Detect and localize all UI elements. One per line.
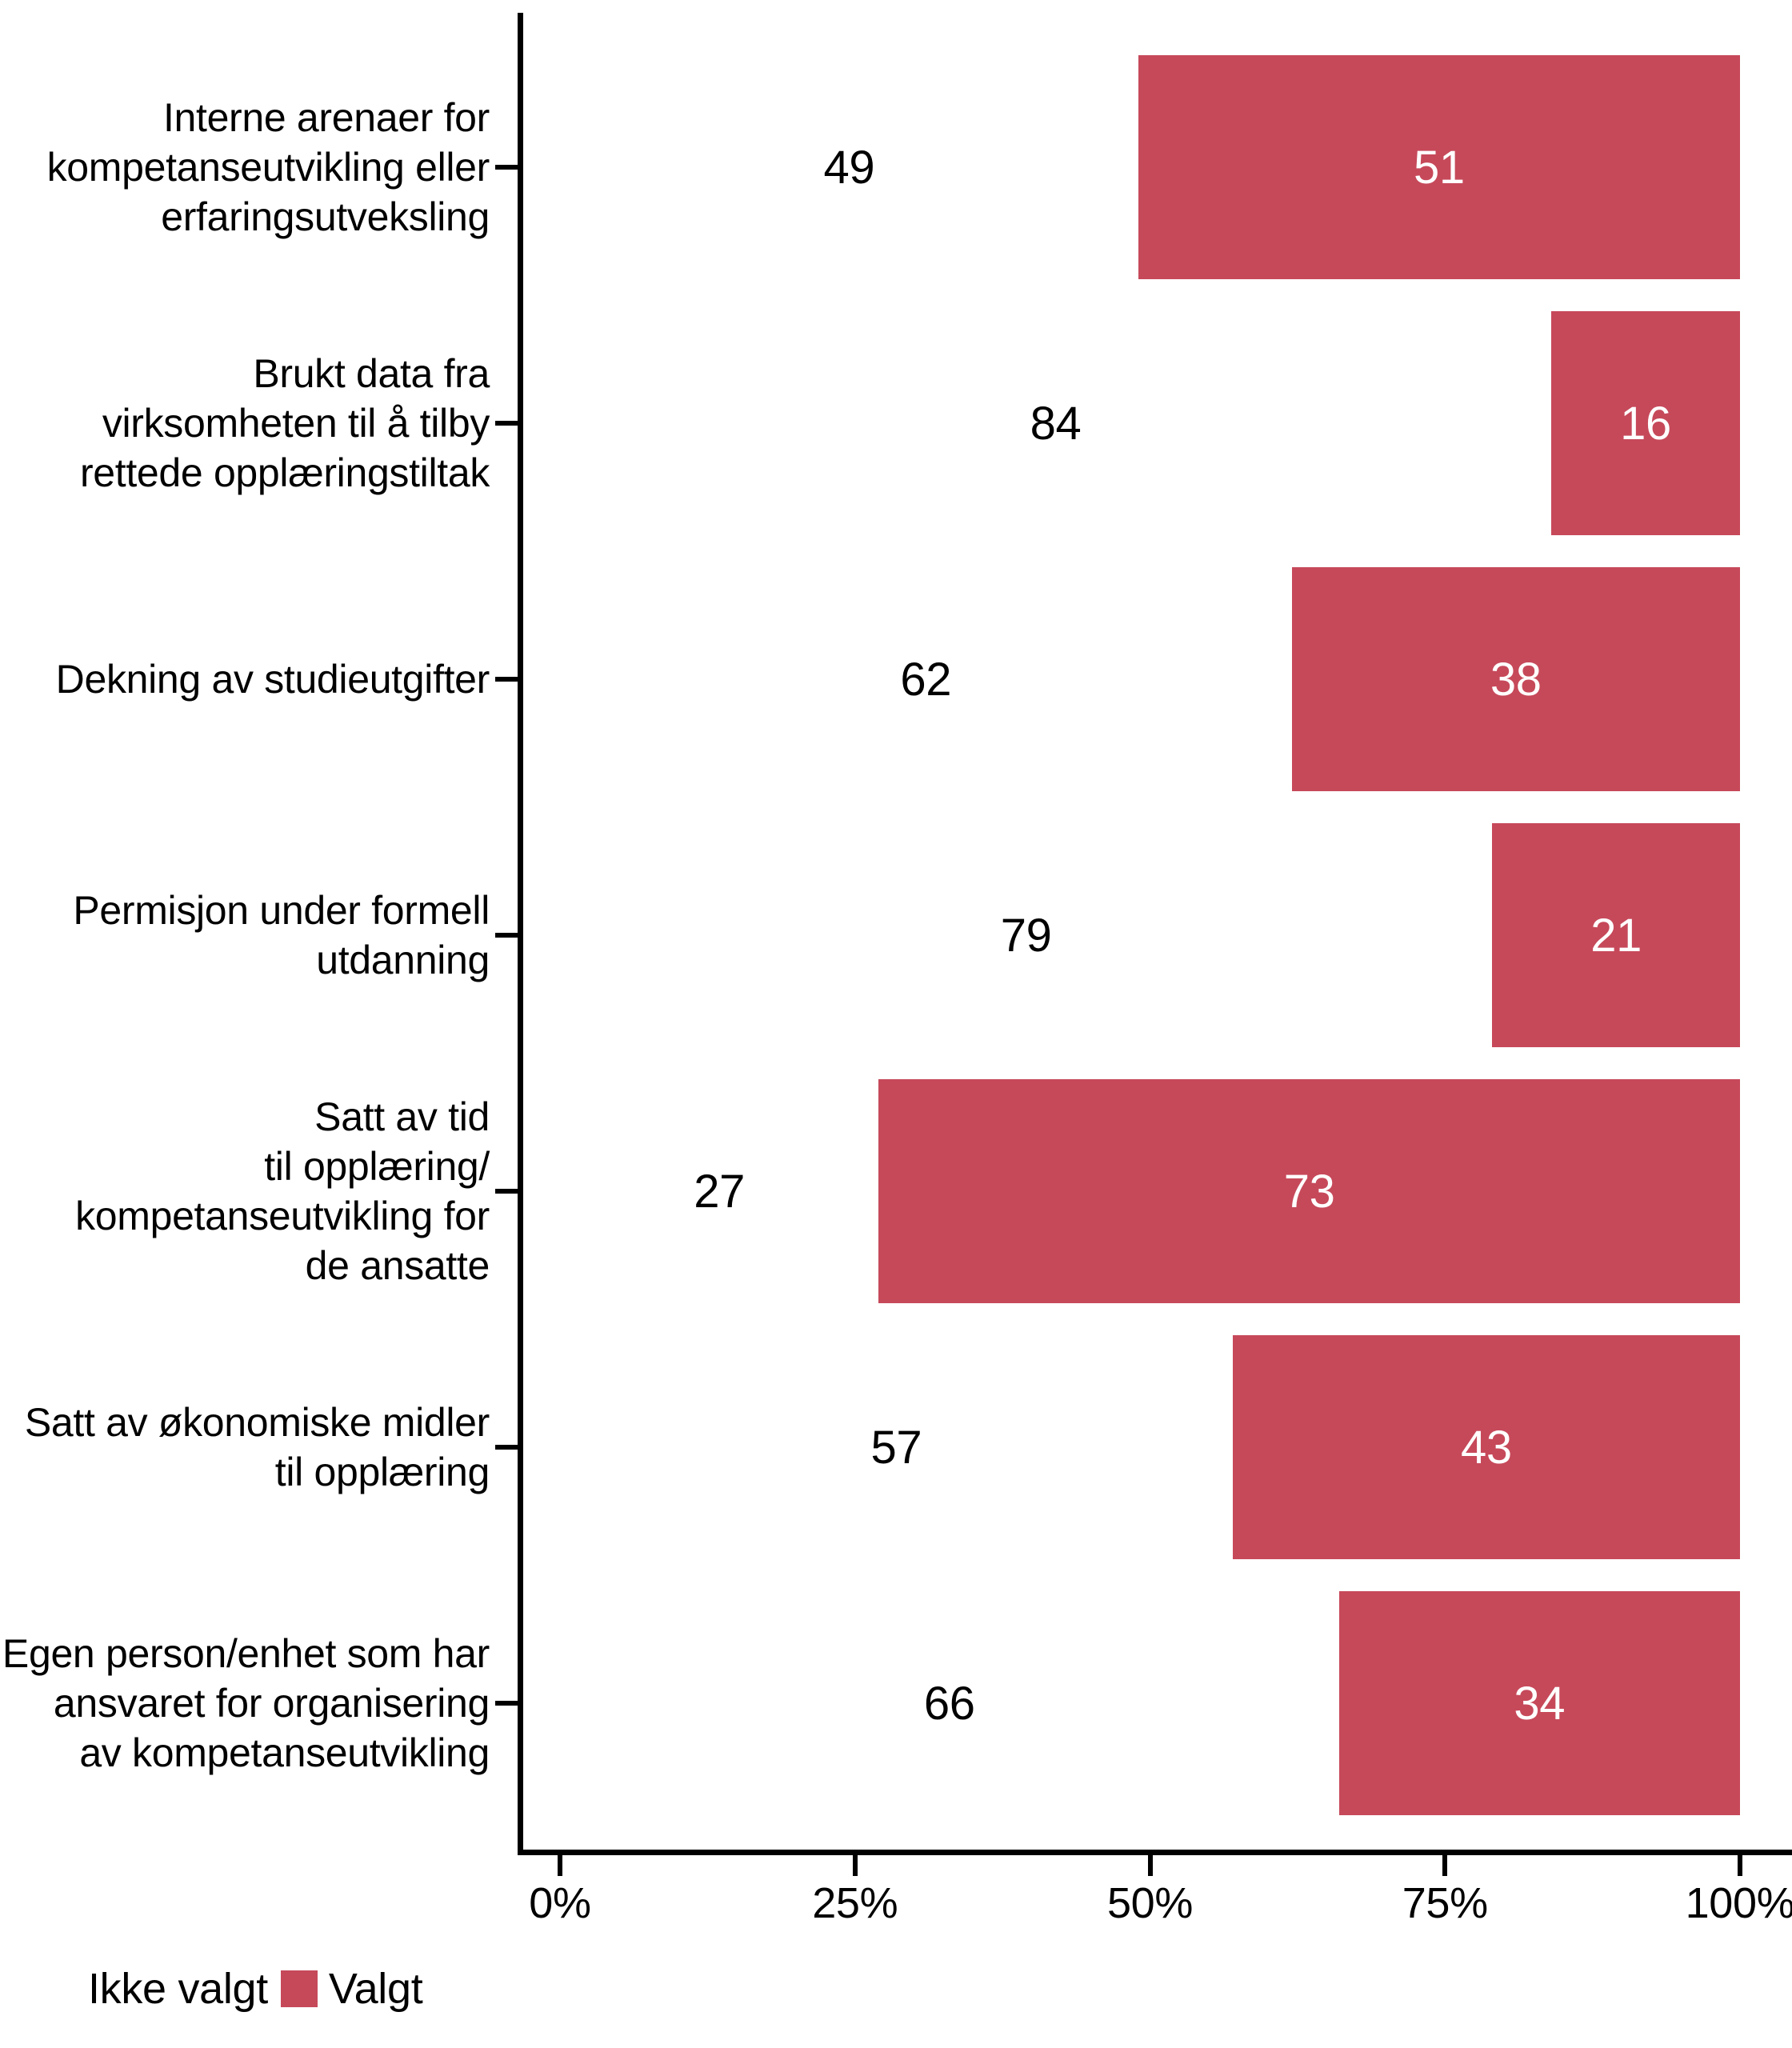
y-axis-tick [495,933,518,938]
value-label-ikke-valgt: 62 [900,653,952,706]
y-axis-tick [495,677,518,682]
y-axis-tick [495,1701,518,1706]
segment-valgt: 21 [1492,823,1740,1047]
segment-valgt: 51 [1138,55,1740,279]
x-axis-tick [1147,1855,1153,1876]
bar-row: 79 21 [560,823,1740,1047]
category-label: Egen person/enhet som har ansvaret for or… [2,1631,490,1775]
segment-valgt: 16 [1551,311,1740,535]
category-label: Permisjon under formell utdanning [73,888,490,982]
legend: Ikke valgt Valgt [38,1965,423,2013]
bar-row: 57 43 [560,1335,1740,1559]
bar-row: 84 16 [560,311,1740,535]
x-axis-tick-label: 50% [1106,1879,1194,1927]
value-label-valgt: 38 [1490,653,1542,706]
segment-valgt: 43 [1232,1335,1740,1559]
value-label-ikke-valgt: 84 [1030,397,1082,450]
segment-valgt: 73 [878,1079,1740,1303]
x-axis-tick-label: 0% [529,1879,591,1927]
x-axis-tick [852,1855,858,1876]
bar-row: 62 38 [560,567,1740,791]
segment-ikke-valgt: 62 [560,567,1292,791]
value-label-ikke-valgt: 79 [1000,909,1052,962]
segment-ikke-valgt: 79 [560,823,1493,1047]
y-axis-tick [495,1189,518,1194]
y-axis-tick [495,1445,518,1450]
segment-ikke-valgt: 57 [560,1335,1233,1559]
legend-key-ikke-valgt [38,1970,75,2007]
category-label: Interne arenaer for kompetanseutvikling e… [46,95,490,239]
bar-row: 49 51 [560,55,1740,279]
value-label-valgt: 21 [1590,909,1642,962]
segment-ikke-valgt: 84 [560,311,1551,535]
x-axis-tick-label: 75% [1402,1879,1488,1927]
segment-ikke-valgt: 49 [560,55,1138,279]
value-label-valgt: 43 [1460,1421,1512,1474]
legend-label-valgt: Valgt [328,1965,423,2013]
category-label: Brukt data fra virksomheten til å tilby re… [79,351,490,495]
value-label-ikke-valgt: 57 [870,1421,922,1474]
x-axis-tick [1738,1855,1742,1876]
x-axis-tick-label: 100% [1685,1879,1792,1927]
y-axis-tick [495,165,518,170]
x-axis-line [518,1850,1792,1855]
x-axis-tick-label: 25% [812,1879,898,1927]
value-label-ikke-valgt: 27 [694,1165,746,1218]
y-axis-line [518,13,523,1855]
bar-row: 66 34 [560,1591,1740,1815]
x-axis-tick [1442,1855,1448,1876]
value-label-valgt: 16 [1620,397,1671,450]
category-label: Satt av økonomiske midler til opplæring [24,1400,490,1494]
segment-ikke-valgt: 27 [560,1079,879,1303]
segment-ikke-valgt: 66 [560,1591,1339,1815]
legend-label-ikke-valgt: Ikke valgt [88,1965,268,2013]
segment-valgt: 38 [1291,567,1740,791]
category-label: Satt av tid til opplæring/kompetanseutvik… [75,1094,490,1288]
value-label-valgt: 73 [1283,1165,1335,1218]
value-label-ikke-valgt: 49 [823,141,875,194]
x-axis-tick [558,1855,562,1876]
value-label-ikke-valgt: 66 [923,1677,975,1730]
segment-valgt: 34 [1338,1591,1740,1815]
legend-key-valgt [280,1970,318,2007]
y-axis-tick [495,421,518,426]
bar-row: 27 73 [560,1079,1740,1303]
category-label: Dekning av studieutgifter [55,657,490,702]
value-label-valgt: 51 [1413,141,1465,194]
value-label-valgt: 34 [1514,1677,1566,1730]
